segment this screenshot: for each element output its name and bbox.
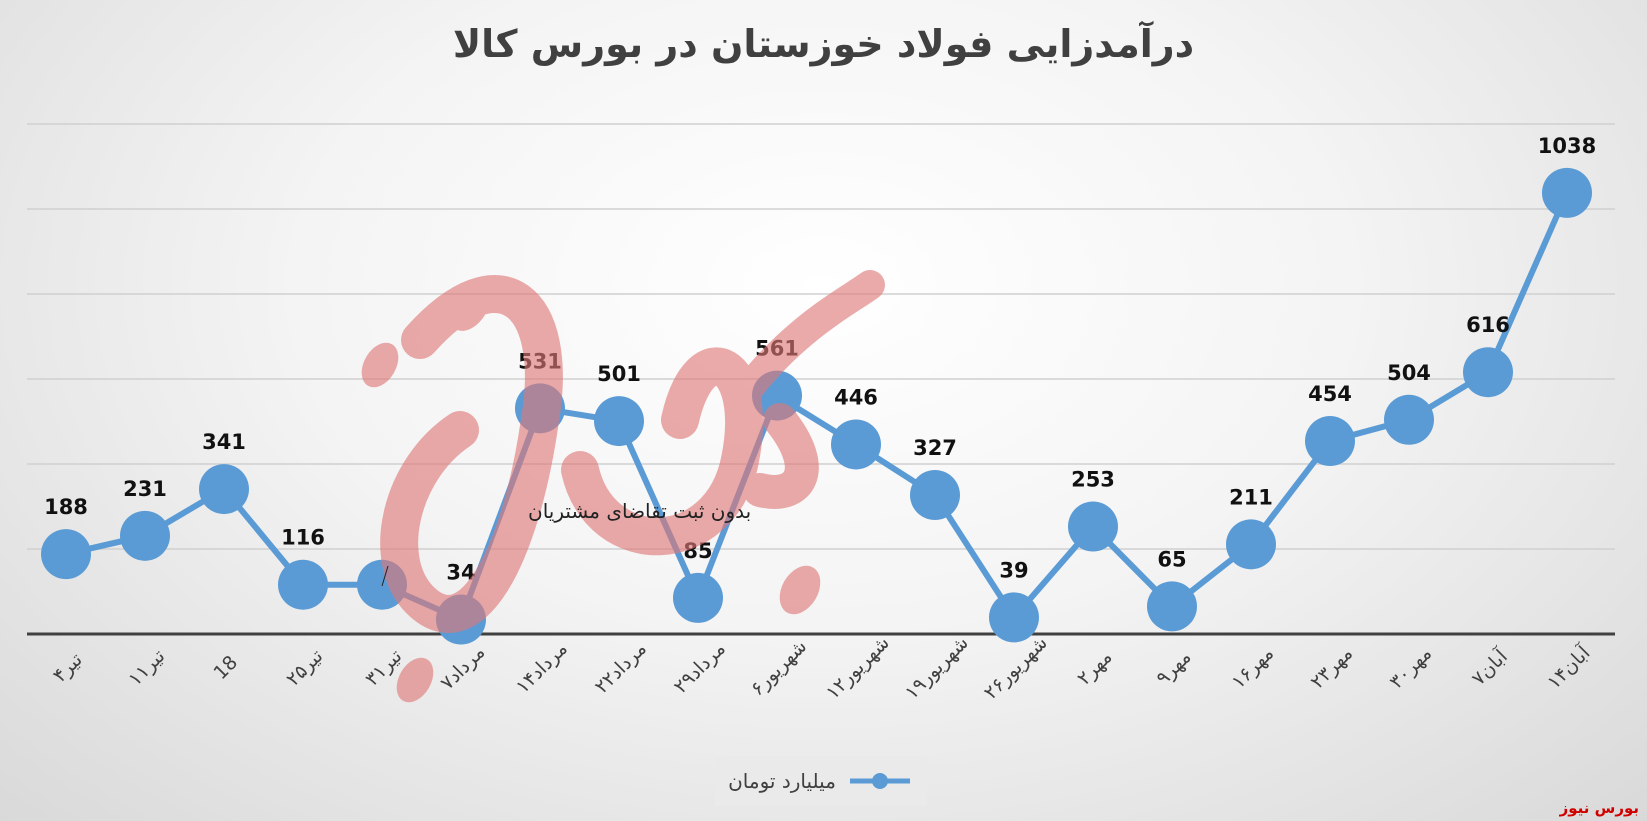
data-point [673, 572, 723, 623]
x-tick-label: ۳۰مهر [1385, 642, 1436, 693]
x-tick-label: ۲۵تیر [282, 645, 327, 690]
data-label: 446 [834, 385, 878, 409]
x-tick-label: ۲۲مرداد [591, 638, 651, 698]
data-point [1226, 519, 1276, 570]
watermark-logo [361, 270, 885, 703]
x-tick-label: ۶شهریور [746, 635, 811, 700]
data-point [1463, 347, 1513, 398]
data-point [120, 510, 170, 561]
data-label: 188 [44, 495, 88, 519]
legend-label: میلیارد تومان [728, 769, 836, 793]
chart-title: درآمدزایی فولاد خوزستان در بورس کالا [452, 22, 1195, 66]
data-point [1147, 581, 1197, 632]
x-tick-label: ۱۱تیر [124, 645, 169, 690]
data-label: 231 [123, 477, 167, 501]
data-label: 65 [1157, 547, 1186, 571]
data-point [831, 419, 881, 470]
data-label: 341 [202, 430, 246, 454]
data-point [1068, 501, 1118, 552]
x-tick-label: ۹مهر [1152, 646, 1196, 690]
data-label: 39 [999, 558, 1028, 582]
data-point [910, 470, 960, 521]
legend-line-marker [849, 773, 910, 789]
data-point [199, 464, 249, 515]
data-label: 501 [597, 362, 641, 386]
data-label: 211 [1229, 485, 1273, 509]
data-label: 327 [913, 436, 957, 460]
annotation-text: بدون ثبت تقاضای مشتریان [528, 499, 751, 523]
x-tick-label: ۲۹مرداد [670, 638, 730, 698]
data-point [989, 592, 1039, 643]
x-tick-label: ۲مهر [1073, 646, 1117, 690]
x-tick-label: ۱۴مرداد [512, 638, 572, 698]
x-tick-label: 18 [209, 651, 242, 684]
data-label: 454 [1308, 382, 1352, 406]
data-point [1542, 167, 1592, 218]
legend: میلیارد تومان [715, 756, 927, 806]
x-tick-label: ۱۴آبان [1542, 640, 1595, 693]
x-tick-label: ۲۳مهر [1306, 642, 1357, 693]
data-labels: 1882313411163453150185561446327392536521… [44, 134, 1596, 585]
data-point [1384, 394, 1434, 445]
gridlines [27, 123, 1615, 550]
x-tick-label: ۱۶مهر [1227, 642, 1278, 693]
x-tick-label: ۴تیر [49, 649, 87, 687]
data-label: 253 [1071, 467, 1115, 491]
data-label: 616 [1466, 313, 1510, 337]
data-point [1305, 416, 1355, 467]
annotation-pointer [381, 565, 389, 587]
data-label: 504 [1387, 361, 1431, 385]
series-line [65, 191, 1570, 623]
data-label: 1038 [1538, 134, 1596, 158]
data-point [594, 396, 644, 447]
data-point [278, 559, 328, 610]
x-tick-label: ۷مرداد [436, 641, 489, 694]
x-tick-label: ۱۲شهریور [822, 632, 894, 704]
x-tick-label: ۱۹شهریور [901, 632, 973, 704]
data-point [41, 529, 91, 580]
brand-watermark-text: بورس نیوز [1559, 799, 1639, 817]
data-label: 116 [281, 526, 325, 550]
x-tick-label: ۲۶شهریور [980, 632, 1052, 704]
x-tick-label: ۷آبان [1466, 644, 1512, 690]
